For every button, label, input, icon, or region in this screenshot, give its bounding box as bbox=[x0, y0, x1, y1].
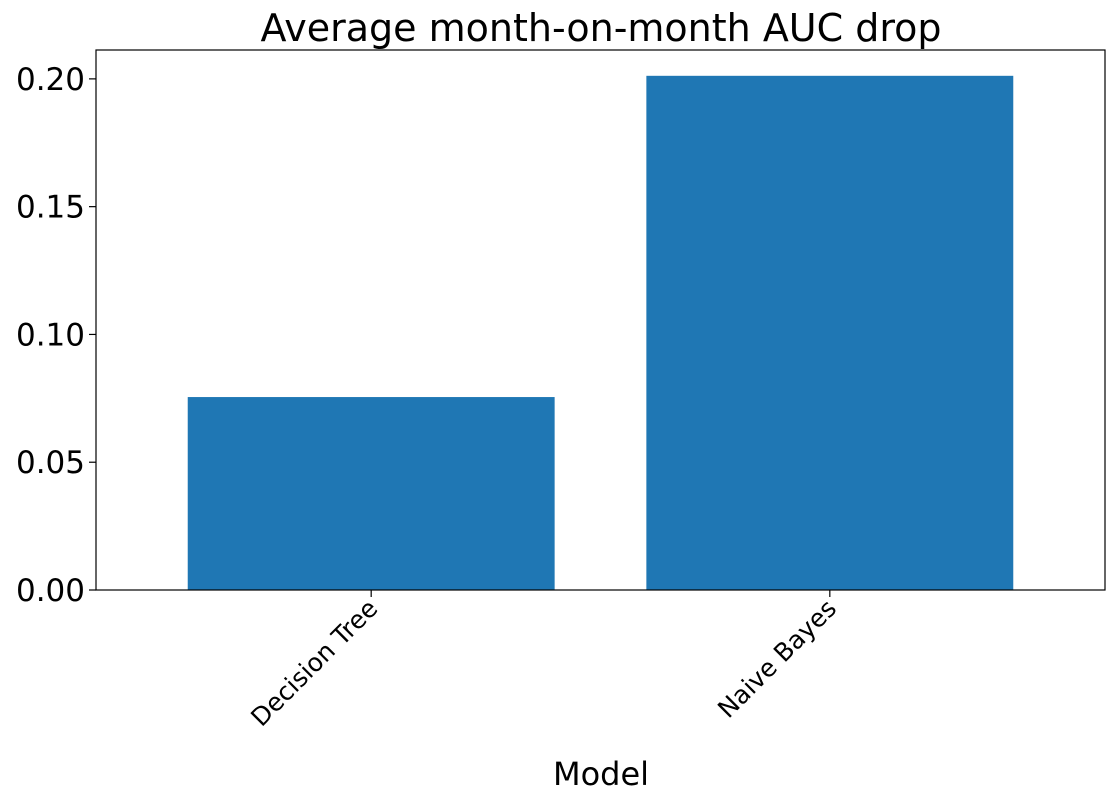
x-axis-label: Model bbox=[553, 755, 649, 793]
y-tick-label: 0.10 bbox=[16, 317, 85, 353]
y-tick-label: 0.00 bbox=[16, 573, 85, 609]
x-axis: Decision Tree Naive Bayes bbox=[245, 590, 842, 732]
x-tick-label: Decision Tree bbox=[245, 594, 383, 732]
y-tick-label: 0.15 bbox=[16, 190, 85, 226]
bar-naive-bayes bbox=[646, 75, 1014, 590]
bar-decision-tree bbox=[187, 397, 555, 590]
y-tick-label: 0.20 bbox=[16, 62, 85, 98]
chart-title: Average month-on-month AUC drop bbox=[260, 6, 941, 50]
plot-area-frame bbox=[95, 49, 1106, 591]
bars-group bbox=[187, 75, 1014, 590]
x-tick-label: Naive Bayes bbox=[712, 594, 842, 724]
y-axis: 0.00 0.05 0.10 0.15 0.20 bbox=[16, 62, 96, 609]
y-tick-label: 0.05 bbox=[16, 445, 85, 481]
